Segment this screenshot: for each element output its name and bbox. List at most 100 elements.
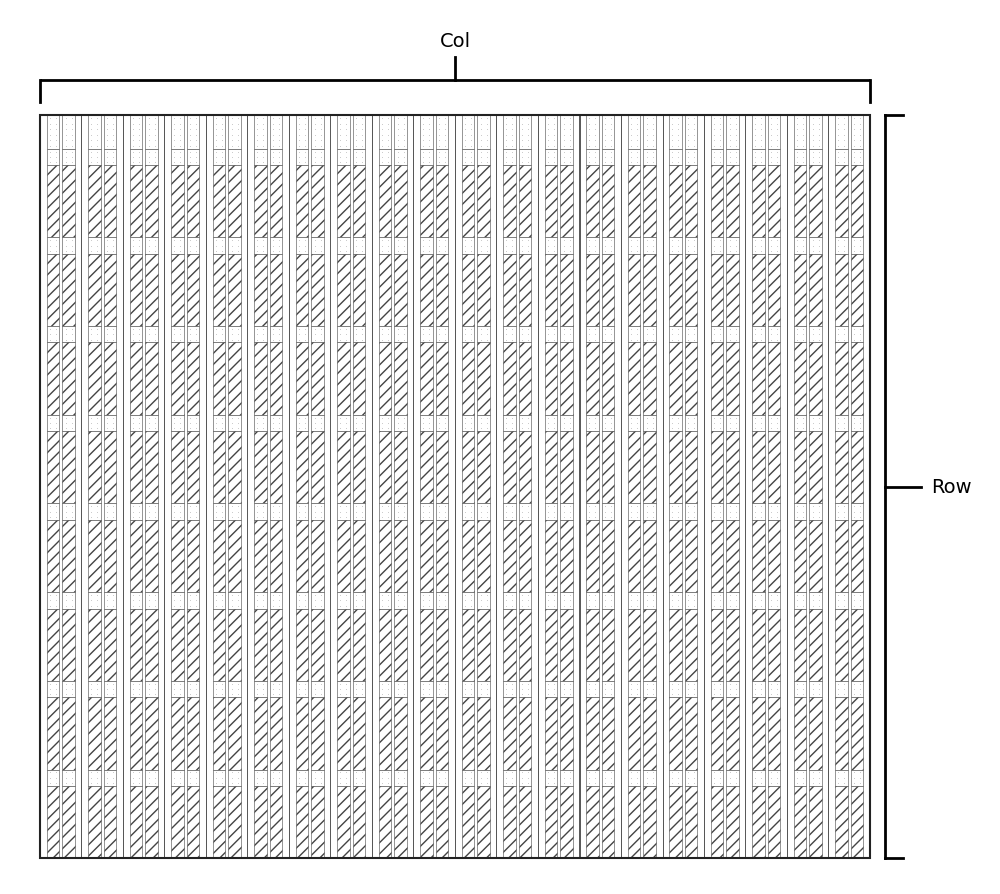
Bar — [685, 327, 697, 343]
Bar — [851, 238, 863, 255]
Bar — [669, 327, 682, 343]
Bar — [62, 770, 75, 786]
Bar — [47, 238, 59, 255]
Bar — [436, 166, 448, 238]
Bar — [835, 238, 848, 255]
Bar — [643, 770, 656, 786]
Bar — [586, 786, 599, 858]
Bar — [643, 327, 656, 343]
Bar — [187, 416, 199, 432]
Bar — [503, 166, 516, 238]
Bar — [311, 238, 324, 255]
Bar — [586, 116, 599, 149]
Bar — [477, 681, 490, 697]
Bar — [130, 166, 142, 238]
Bar — [379, 149, 391, 166]
Bar — [62, 149, 75, 166]
Bar — [88, 609, 101, 681]
Bar — [62, 432, 75, 504]
Bar — [768, 343, 780, 416]
Bar — [130, 520, 142, 593]
Bar — [602, 116, 614, 149]
Bar — [726, 593, 739, 609]
Bar — [353, 504, 365, 520]
Bar — [228, 343, 241, 416]
Bar — [47, 520, 59, 593]
Bar — [809, 609, 822, 681]
Bar — [311, 149, 324, 166]
Bar — [296, 681, 308, 697]
Bar — [669, 432, 682, 504]
Bar — [685, 238, 697, 255]
Bar — [560, 786, 573, 858]
Bar — [62, 520, 75, 593]
Bar — [436, 327, 448, 343]
Bar — [809, 520, 822, 593]
Bar — [643, 255, 656, 327]
Bar — [602, 255, 614, 327]
Bar — [477, 770, 490, 786]
Bar — [752, 238, 765, 255]
Bar — [851, 786, 863, 858]
Bar — [379, 343, 391, 416]
Bar — [247, 116, 289, 858]
Bar — [187, 255, 199, 327]
Bar — [213, 343, 225, 416]
Bar — [477, 609, 490, 681]
Bar — [88, 681, 101, 697]
Bar — [711, 681, 723, 697]
Bar — [104, 770, 116, 786]
Bar — [519, 520, 531, 593]
Bar — [130, 116, 142, 149]
Bar — [394, 609, 407, 681]
Bar — [851, 116, 863, 149]
Bar — [337, 609, 350, 681]
Bar — [519, 432, 531, 504]
Bar — [602, 697, 614, 770]
Bar — [586, 416, 599, 432]
Bar — [171, 116, 184, 149]
Bar — [171, 593, 184, 609]
Bar — [213, 520, 225, 593]
Bar — [768, 609, 780, 681]
Bar — [436, 786, 448, 858]
Bar — [560, 432, 573, 504]
Bar — [560, 697, 573, 770]
Bar — [187, 681, 199, 697]
Bar — [130, 432, 142, 504]
Bar — [726, 327, 739, 343]
Bar — [726, 770, 739, 786]
Bar — [213, 116, 225, 149]
Bar — [270, 149, 282, 166]
Bar — [685, 432, 697, 504]
Bar — [726, 166, 739, 238]
Bar — [379, 116, 391, 149]
Bar — [379, 697, 391, 770]
Bar — [254, 593, 267, 609]
Bar — [254, 520, 267, 593]
Bar — [560, 149, 573, 166]
Bar — [835, 116, 848, 149]
Bar — [171, 770, 184, 786]
Bar — [296, 116, 308, 149]
Bar — [311, 681, 324, 697]
Bar — [379, 681, 391, 697]
Bar — [187, 238, 199, 255]
Bar — [519, 343, 531, 416]
Bar — [337, 416, 350, 432]
Bar — [711, 520, 723, 593]
Bar — [519, 149, 531, 166]
Bar — [420, 520, 433, 593]
Bar — [643, 593, 656, 609]
Bar — [311, 327, 324, 343]
Bar — [455, 116, 496, 858]
Bar — [379, 504, 391, 520]
Bar — [628, 416, 640, 432]
Bar — [669, 238, 682, 255]
Bar — [851, 681, 863, 697]
Bar — [394, 343, 407, 416]
Bar — [685, 697, 697, 770]
Bar — [130, 327, 142, 343]
Bar — [462, 593, 474, 609]
Bar — [726, 149, 739, 166]
